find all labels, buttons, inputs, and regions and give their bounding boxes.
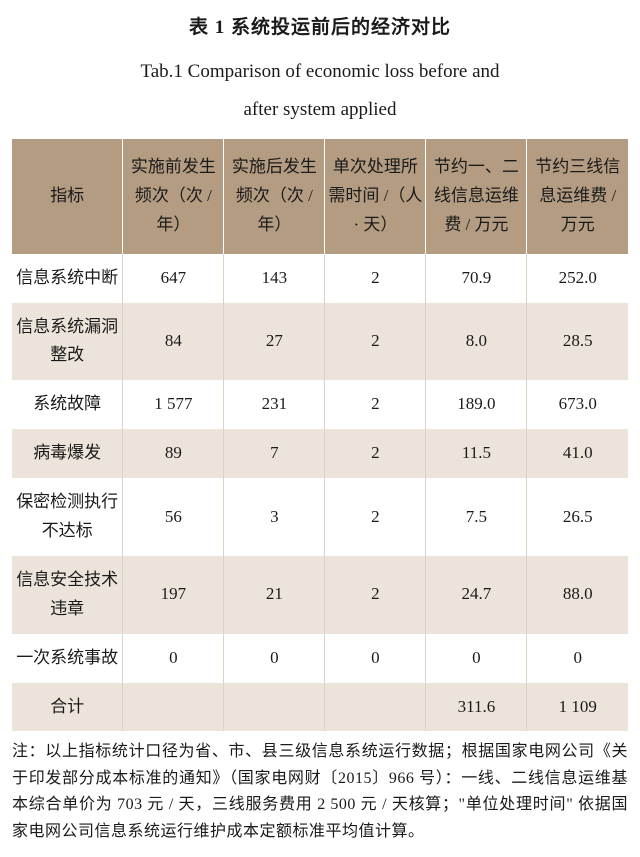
cell: 673.0 [527, 380, 628, 429]
cell: 0 [123, 634, 224, 683]
cell: 3 [224, 478, 325, 556]
cell: 7.5 [426, 478, 527, 556]
cell: 70.9 [426, 254, 527, 303]
table-row: 保密检测执行不达标 56 3 2 7.5 26.5 [12, 478, 628, 556]
cell: 0 [527, 634, 628, 683]
cell [224, 683, 325, 732]
table-header-row: 指标 实施前发生频次（次 / 年） 实施后发生频次（次 / 年） 单次处理所需时… [12, 139, 628, 254]
cell: 28.5 [527, 303, 628, 381]
table-row: 信息安全技术违章 197 21 2 24.7 88.0 [12, 556, 628, 634]
table-row: 一次系统事故 0 0 0 0 0 [12, 634, 628, 683]
cell: 保密检测执行不达标 [12, 478, 123, 556]
col-header: 节约一、二线信息运维费 / 万元 [426, 139, 527, 254]
cell: 系统故障 [12, 380, 123, 429]
cell [123, 683, 224, 732]
cell: 信息系统漏洞整改 [12, 303, 123, 381]
title-english: Tab.1 Comparison of economic loss before… [12, 53, 628, 129]
cell: 143 [224, 254, 325, 303]
cell: 647 [123, 254, 224, 303]
cell: 56 [123, 478, 224, 556]
cell: 311.6 [426, 683, 527, 732]
cell: 病毒爆发 [12, 429, 123, 478]
cell: 252.0 [527, 254, 628, 303]
cell: 信息安全技术违章 [12, 556, 123, 634]
cell: 231 [224, 380, 325, 429]
table-row: 信息系统中断 647 143 2 70.9 252.0 [12, 254, 628, 303]
cell: 26.5 [527, 478, 628, 556]
cell: 84 [123, 303, 224, 381]
economic-comparison-table: 指标 实施前发生频次（次 / 年） 实施后发生频次（次 / 年） 单次处理所需时… [12, 139, 628, 731]
cell: 197 [123, 556, 224, 634]
cell: 7 [224, 429, 325, 478]
cell: 一次系统事故 [12, 634, 123, 683]
cell: 24.7 [426, 556, 527, 634]
cell: 1 577 [123, 380, 224, 429]
cell: 信息系统中断 [12, 254, 123, 303]
col-header: 实施前发生频次（次 / 年） [123, 139, 224, 254]
cell: 0 [224, 634, 325, 683]
cell: 2 [325, 429, 426, 478]
cell: 2 [325, 303, 426, 381]
cell: 88.0 [527, 556, 628, 634]
table-body: 信息系统中断 647 143 2 70.9 252.0 信息系统漏洞整改 84 … [12, 254, 628, 732]
table-title: 表 1 系统投运前后的经济对比 Tab.1 Comparison of econ… [12, 12, 628, 129]
cell: 21 [224, 556, 325, 634]
cell: 0 [426, 634, 527, 683]
col-header: 单次处理所需时间 /（人 · 天） [325, 139, 426, 254]
cell: 8.0 [426, 303, 527, 381]
col-header: 指标 [12, 139, 123, 254]
cell [325, 683, 426, 732]
cell: 0 [325, 634, 426, 683]
cell: 2 [325, 556, 426, 634]
cell: 2 [325, 254, 426, 303]
title-chinese: 表 1 系统投运前后的经济对比 [12, 12, 628, 39]
cell: 2 [325, 478, 426, 556]
col-header: 实施后发生频次（次 / 年） [224, 139, 325, 254]
cell: 2 [325, 380, 426, 429]
cell: 合计 [12, 683, 123, 732]
cell: 189.0 [426, 380, 527, 429]
table-row-total: 合计 311.6 1 109 [12, 683, 628, 732]
table-row: 病毒爆发 89 7 2 11.5 41.0 [12, 429, 628, 478]
cell: 41.0 [527, 429, 628, 478]
cell: 89 [123, 429, 224, 478]
col-header: 节约三线信息运维费 / 万元 [527, 139, 628, 254]
table-footnote: 注：以上指标统计口径为省、市、县三级信息系统运行数据；根据国家电网公司《关于印发… [12, 739, 628, 845]
cell: 11.5 [426, 429, 527, 478]
table-row: 信息系统漏洞整改 84 27 2 8.0 28.5 [12, 303, 628, 381]
cell: 1 109 [527, 683, 628, 732]
table-row: 系统故障 1 577 231 2 189.0 673.0 [12, 380, 628, 429]
cell: 27 [224, 303, 325, 381]
